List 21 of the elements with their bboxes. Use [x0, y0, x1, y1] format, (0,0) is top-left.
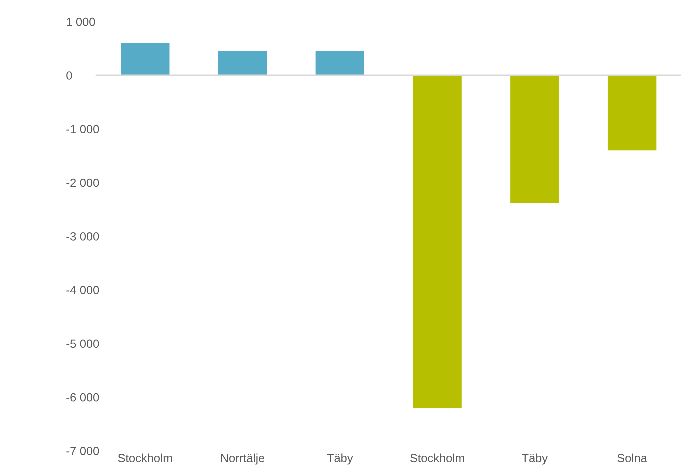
bar — [608, 76, 657, 151]
y-tick-label: -1 000 — [66, 125, 100, 134]
y-tick-label: -6 000 — [66, 393, 100, 402]
y-tick-label: 1 000 — [67, 18, 96, 26]
x-tick-label: Solna — [618, 454, 648, 462]
x-tick-label: Norrtälje — [221, 454, 265, 465]
x-tick-label: Stockholm — [118, 454, 172, 462]
x-tick-label: Täby — [522, 454, 548, 465]
bar — [316, 51, 365, 76]
x-tick-label: Stockholm — [410, 454, 464, 462]
bar — [510, 76, 560, 204]
bar — [121, 43, 170, 76]
y-tick-label: 0 — [66, 72, 72, 80]
x-tick-label: Täby — [327, 454, 354, 465]
y-tick-label: -4 000 — [66, 286, 100, 294]
bar — [413, 76, 462, 408]
bar — [218, 51, 268, 76]
y-tick-label: -7 000 — [66, 447, 100, 456]
y-tick-label: -5 000 — [66, 340, 100, 348]
y-tick-label: -2 000 — [66, 178, 100, 188]
y-tick-label: -3 000 — [66, 232, 100, 241]
